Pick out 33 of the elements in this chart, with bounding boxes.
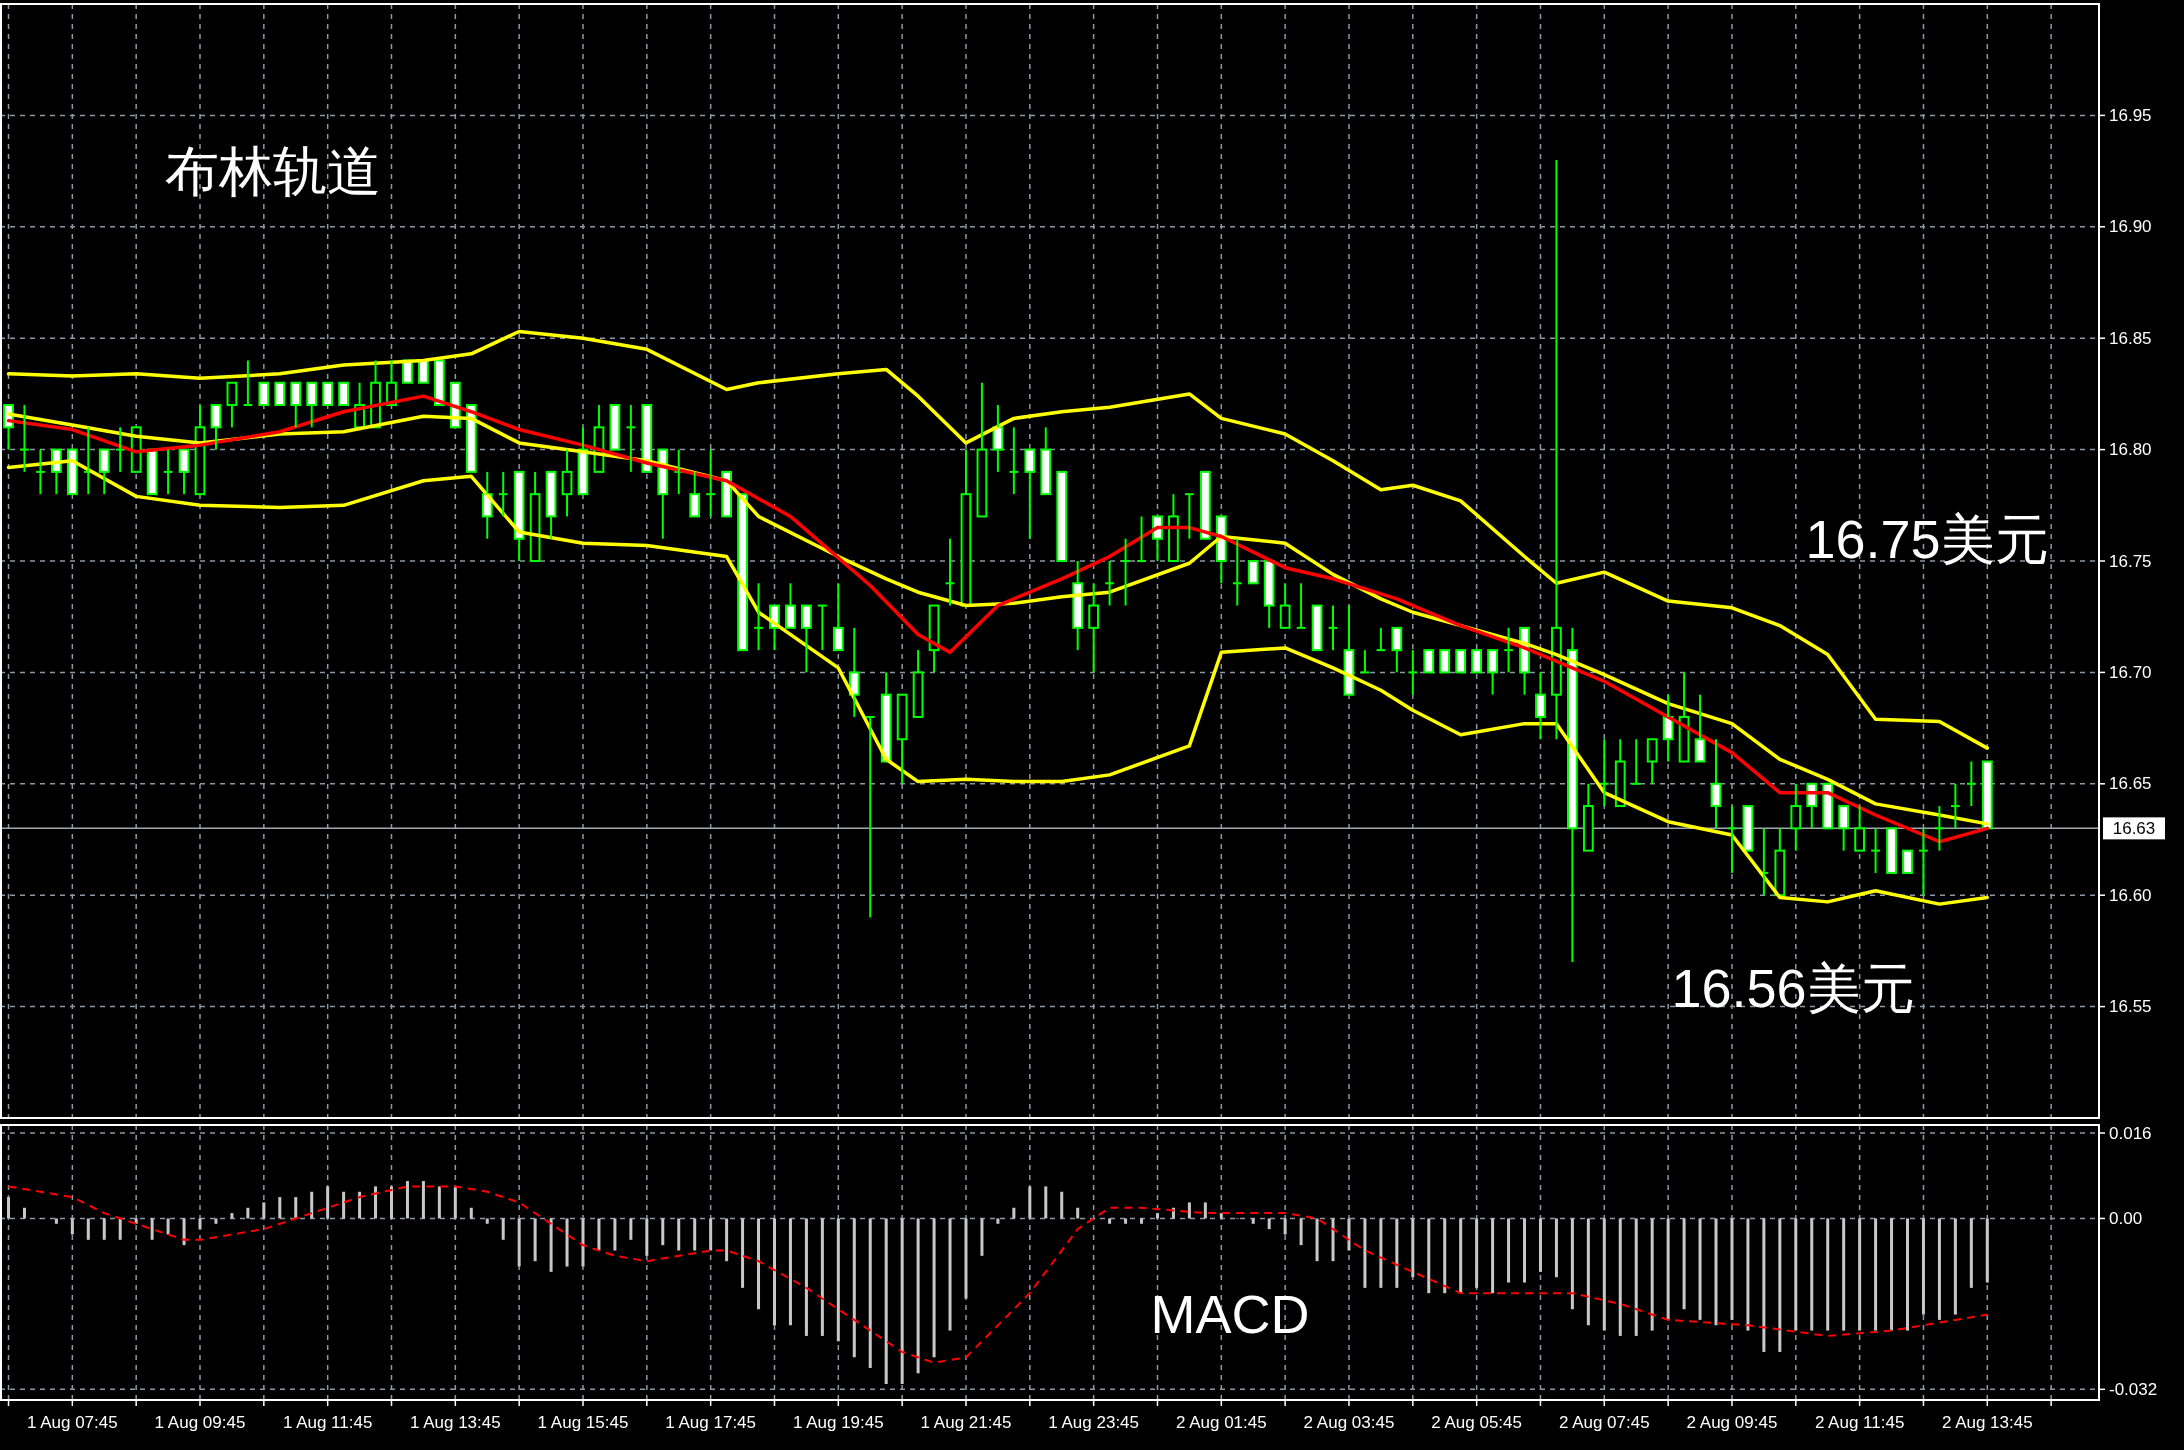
y-tick-label: 16.85 [2109, 328, 2152, 348]
text: MACD [1150, 1284, 1310, 1344]
y-tick-label: 16.55 [2109, 997, 2152, 1017]
y-tick-label: 16.90 [2109, 217, 2152, 237]
y-tick-label: 16.65 [2109, 774, 2152, 794]
x-tick-label: 2 Aug 01:45 [1175, 1413, 1267, 1432]
y-tick-label: -0.032 [2109, 1379, 2158, 1399]
y-tick-label: 16.70 [2109, 662, 2152, 682]
x-tick-label: 1 Aug 09:45 [154, 1413, 246, 1432]
x-tick-label: 1 Aug 23:45 [1048, 1413, 1140, 1432]
x-tick-label: 1 Aug 19:45 [792, 1413, 884, 1432]
x-tick-label: 2 Aug 09:45 [1686, 1413, 1778, 1432]
y-tick-label: 0.016 [2109, 1123, 2152, 1143]
x-tick-label: 1 Aug 07:45 [26, 1413, 118, 1432]
x-tick-label: 2 Aug 13:45 [1941, 1413, 2033, 1432]
y-tick-label: 0.00 [2109, 1208, 2143, 1228]
x-tick-label: 1 Aug 13:45 [409, 1413, 501, 1432]
annotation: 16.56美元 [1671, 958, 1915, 1018]
x-tick-label: 1 Aug 11:45 [282, 1413, 373, 1432]
y-tick-label: 16.75 [2109, 551, 2152, 571]
y-tick-label: 16.60 [2109, 885, 2152, 905]
x-tick-label: 2 Aug 07:45 [1558, 1413, 1650, 1432]
x-tick-label: 2 Aug 11:45 [1814, 1413, 1905, 1432]
annotation: 16.75美元 [1805, 509, 2049, 569]
text: 布林轨道 [165, 141, 381, 201]
y-tick-label: 16.95 [2109, 105, 2152, 125]
y-tick-label: 16.80 [2109, 440, 2152, 460]
x-tick-label: 1 Aug 21:45 [920, 1413, 1012, 1432]
x-tick-label: 1 Aug 15:45 [537, 1413, 629, 1432]
ref-line-label: 16.63 [2112, 818, 2156, 838]
x-tick-label: 1 Aug 17:45 [665, 1413, 757, 1432]
x-tick-label: 2 Aug 03:45 [1303, 1413, 1395, 1432]
x-tick-label: 2 Aug 05:45 [1431, 1413, 1523, 1432]
